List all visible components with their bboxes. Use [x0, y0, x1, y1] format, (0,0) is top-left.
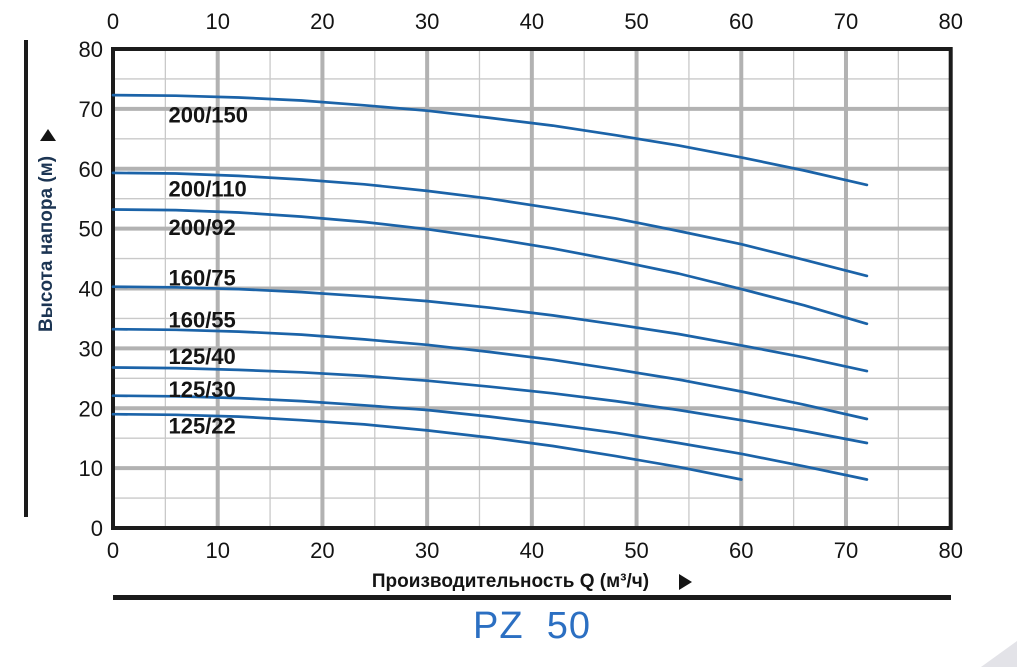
bottom-rule	[113, 595, 951, 600]
x-tick-label-top: 0	[107, 9, 119, 34]
curve-label: 160/55	[168, 308, 235, 333]
curve-160/75	[111, 285, 869, 373]
y-tick-label: 0	[91, 516, 103, 541]
curve-label: 125/22	[168, 414, 235, 439]
y-axis-rule	[24, 40, 28, 517]
x-tick-label-top: 10	[205, 9, 229, 34]
curve-125/22	[111, 412, 743, 481]
y-tick-label: 80	[79, 37, 103, 62]
y-tick-label: 70	[79, 97, 103, 122]
x-tick-label-bottom: 20	[310, 538, 334, 563]
x-tick-label-bottom: 50	[624, 538, 648, 563]
curve-125/40	[111, 366, 869, 445]
x-tick-label-bottom: 60	[729, 538, 753, 563]
x-tick-label-top: 50	[624, 9, 648, 34]
y-tick-label: 50	[79, 217, 103, 242]
y-tick-label: 10	[79, 456, 103, 481]
curve-label: 125/30	[168, 377, 235, 402]
x-tick-label-top: 60	[729, 9, 753, 34]
y-tick-label: 40	[79, 277, 103, 302]
x-tick-label-bottom: 70	[834, 538, 858, 563]
curve-200/92	[111, 208, 869, 326]
model-title: PZ 50	[473, 605, 591, 647]
y-axis-title: Высота напора (м)	[36, 155, 57, 333]
y-tick-label: 30	[79, 336, 103, 361]
plot-frame	[111, 47, 953, 530]
curve-200/110	[111, 171, 869, 278]
x-tick-label-top: 30	[415, 9, 439, 34]
x-tick-label-bottom: 40	[520, 538, 544, 563]
x-tick-label-bottom: 80	[938, 538, 962, 563]
x-tick-label-top: 70	[834, 9, 858, 34]
x-tick-label-bottom: 10	[205, 538, 229, 563]
up-arrow-icon	[40, 129, 56, 141]
x-tick-label-bottom: 30	[415, 538, 439, 563]
y-tick-label: 20	[79, 396, 103, 421]
x-tick-label-bottom: 0	[107, 538, 119, 563]
curve-label: 125/40	[168, 344, 235, 369]
x-tick-label-top: 20	[310, 9, 334, 34]
curve-200/150	[111, 93, 869, 187]
corner-wedge-decoration	[981, 641, 1017, 667]
curve-160/55	[111, 327, 869, 421]
x-axis-title-row: Производительность Q (м³/ч)	[113, 571, 951, 593]
x-tick-label-top: 40	[520, 9, 544, 34]
right-arrow-icon	[679, 574, 693, 590]
curve-label: 200/110	[168, 177, 246, 202]
curve-125/30	[111, 394, 869, 481]
x-axis-title: Производительность Q (м³/ч)	[371, 571, 650, 592]
curve-label: 200/150	[168, 102, 248, 127]
curve-label: 160/75	[168, 266, 235, 291]
x-tick-label-top: 80	[938, 9, 962, 34]
curve-label: 200/92	[168, 215, 235, 240]
y-tick-label: 60	[79, 157, 103, 182]
